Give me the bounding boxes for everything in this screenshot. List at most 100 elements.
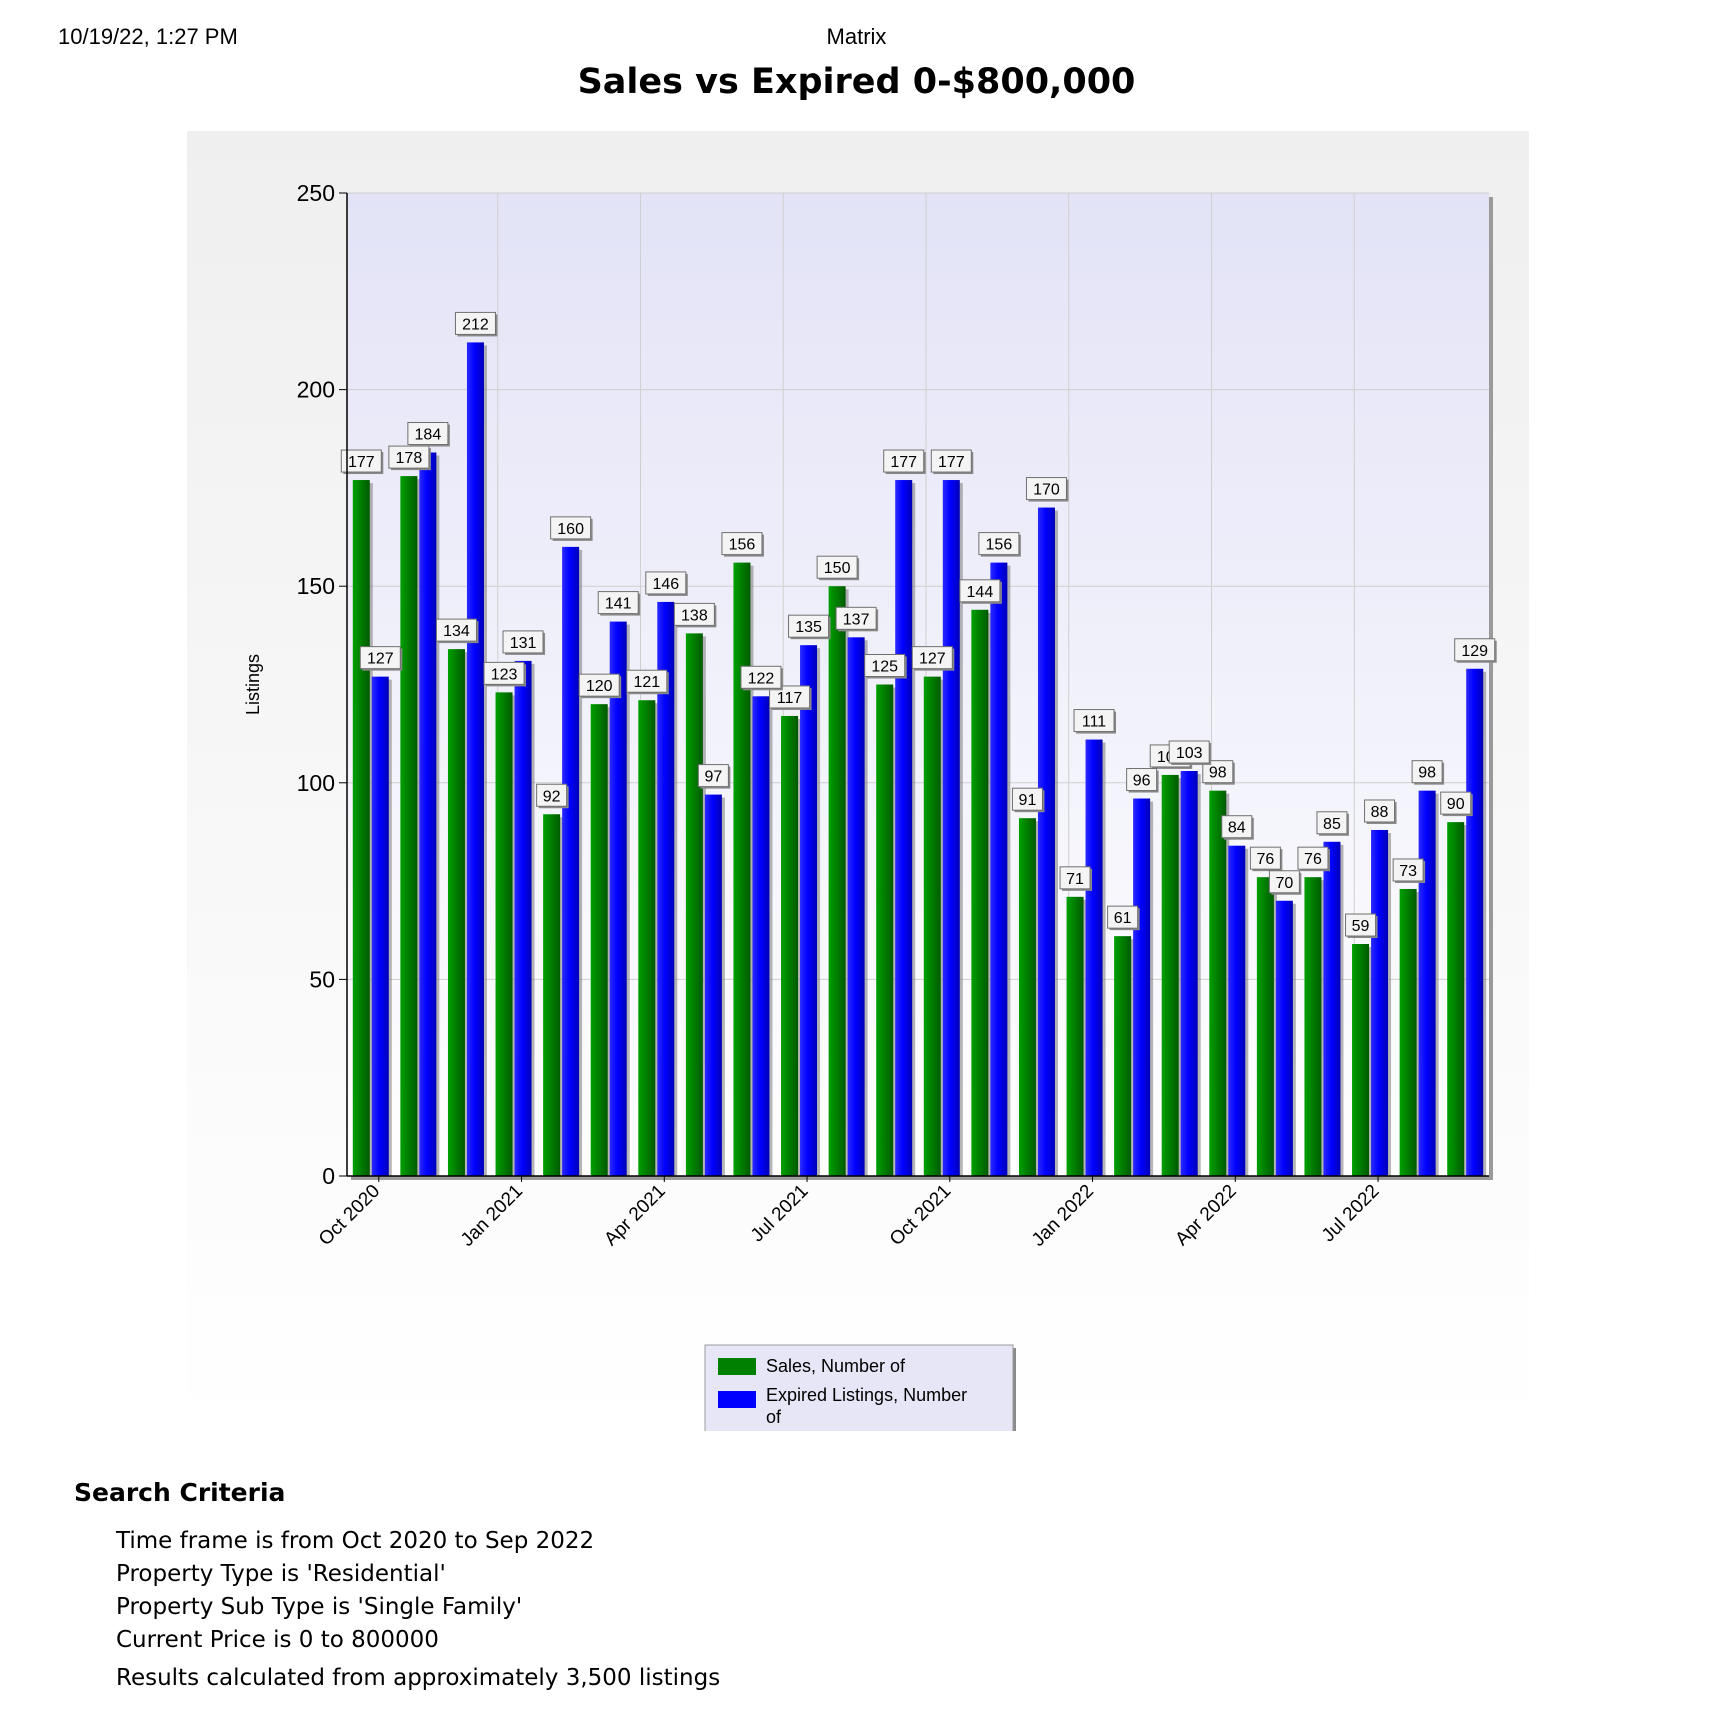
data-label: 150 xyxy=(824,560,851,577)
data-label-box xyxy=(816,555,858,579)
data-label-box xyxy=(550,516,592,540)
data-label: 177 xyxy=(348,454,375,471)
print-datetime: 10/19/22, 1:27 PM xyxy=(58,24,238,49)
data-label: 156 xyxy=(986,537,1013,554)
data-label-box xyxy=(435,618,477,642)
data-label-box xyxy=(388,445,430,469)
data-label: 177 xyxy=(890,454,917,471)
bar-expired xyxy=(942,480,960,1176)
data-label-box xyxy=(1392,858,1424,882)
bar-sales xyxy=(400,476,418,1176)
data-label-box xyxy=(1059,866,1091,890)
bar-sales xyxy=(923,676,941,1176)
bar-sales xyxy=(1209,790,1227,1176)
bar-expired xyxy=(514,660,532,1176)
chart-title: Sales vs Expired 0-$800,000 xyxy=(577,62,1136,102)
bar-expired xyxy=(1418,790,1436,1176)
bar-expired xyxy=(419,452,437,1177)
y-tick-label: 150 xyxy=(297,573,335,599)
bar-expired xyxy=(1133,798,1151,1176)
bar-expired xyxy=(847,637,865,1176)
data-label-box xyxy=(911,646,953,670)
bar-sales xyxy=(1161,774,1179,1176)
y-tick-label: 100 xyxy=(297,770,335,796)
data-label-box xyxy=(1202,760,1234,784)
data-label: 84 xyxy=(1228,820,1246,837)
data-label-box xyxy=(407,422,449,446)
data-label: 103 xyxy=(1176,745,1203,762)
data-label-box xyxy=(626,669,668,693)
data-label: 135 xyxy=(795,619,822,636)
data-label: 122 xyxy=(748,670,775,687)
data-label-box xyxy=(1073,709,1115,733)
data-label-box xyxy=(864,654,906,677)
data-label: 120 xyxy=(586,678,613,695)
data-label-box xyxy=(673,602,715,626)
bar-sales xyxy=(781,715,799,1176)
bar-sales xyxy=(1447,822,1465,1176)
data-label: 138 xyxy=(681,607,708,624)
data-label-box xyxy=(1221,815,1253,839)
data-label-box xyxy=(1268,870,1300,894)
criteria-line: Property Type is 'Residential' xyxy=(116,1561,446,1587)
criteria-result: Results calculated from approximately 3,… xyxy=(116,1665,721,1691)
bar-expired xyxy=(1180,771,1198,1176)
bar-expired xyxy=(704,794,722,1176)
bar-sales xyxy=(1304,877,1322,1176)
data-label-box xyxy=(1025,477,1067,501)
data-label: 73 xyxy=(1399,863,1417,880)
data-label: 76 xyxy=(1256,851,1274,868)
data-label: 134 xyxy=(443,623,470,640)
data-label: 98 xyxy=(1418,765,1436,782)
data-label-box xyxy=(835,606,877,630)
data-label: 121 xyxy=(633,674,660,691)
y-axis-title: Listings xyxy=(243,654,263,715)
bar-sales xyxy=(1352,944,1370,1176)
data-label-box xyxy=(1297,846,1329,870)
bar-sales xyxy=(352,480,370,1176)
bar-expired xyxy=(657,601,675,1176)
data-label: 92 xyxy=(543,788,561,805)
data-label-box xyxy=(1168,740,1210,764)
data-label: 88 xyxy=(1371,804,1389,821)
data-label-box xyxy=(483,661,525,685)
bar-sales xyxy=(590,704,608,1176)
data-label: 144 xyxy=(967,584,994,601)
criteria-line: Current Price is 0 to 800000 xyxy=(116,1627,439,1653)
data-label-box xyxy=(1411,760,1443,784)
data-label: 90 xyxy=(1447,796,1465,813)
plot-area xyxy=(347,193,1489,1176)
data-label-box xyxy=(597,591,639,615)
bar-sales xyxy=(1066,896,1084,1176)
bar-expired xyxy=(1466,668,1484,1176)
bar-expired xyxy=(562,546,580,1176)
criteria-line: Time frame is from Oct 2020 to Sep 2022 xyxy=(116,1528,595,1554)
data-label: 85 xyxy=(1323,816,1341,833)
criteria-heading: Search Criteria xyxy=(74,1478,286,1507)
data-label: 177 xyxy=(938,454,965,471)
data-label-box xyxy=(959,579,1001,603)
data-label-box xyxy=(788,614,830,638)
data-label: 178 xyxy=(396,450,423,467)
criteria-line: Property Sub Type is 'Single Family' xyxy=(116,1594,523,1620)
bar-expired xyxy=(1085,739,1103,1176)
data-label-box xyxy=(1249,846,1281,870)
bar-sales xyxy=(447,649,465,1176)
data-label: 59 xyxy=(1352,918,1370,935)
legend xyxy=(704,1344,1014,1431)
bar-sales xyxy=(1114,936,1132,1176)
data-label: 71 xyxy=(1066,871,1084,888)
data-label-box xyxy=(454,311,496,335)
data-label-box xyxy=(930,449,972,473)
data-label-box xyxy=(536,783,568,807)
data-label-box xyxy=(978,532,1020,556)
search-criteria: Search Criteria Time frame is from Oct 2… xyxy=(74,1478,720,1691)
data-label: 156 xyxy=(729,537,756,554)
data-label-box xyxy=(1126,768,1158,792)
data-label-box xyxy=(1364,799,1396,823)
data-label-box xyxy=(502,630,544,654)
bar-expired xyxy=(800,645,818,1176)
bar-sales xyxy=(876,684,894,1176)
bar-expired xyxy=(609,621,627,1176)
data-label: 98 xyxy=(1209,765,1227,782)
